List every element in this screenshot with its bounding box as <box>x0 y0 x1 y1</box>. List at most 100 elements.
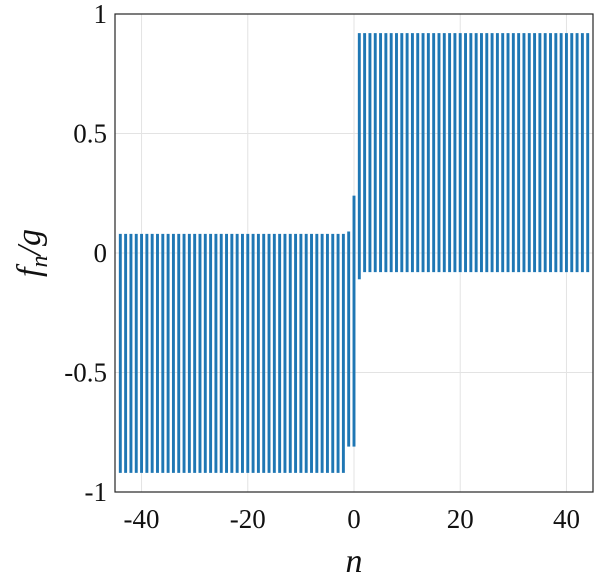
bar-negative <box>129 253 133 473</box>
bar-positive <box>166 233 170 253</box>
y-tick-label: 0 <box>94 238 108 268</box>
x-axis-label: n <box>346 543 363 580</box>
bar-positive <box>161 233 165 253</box>
bar-negative <box>256 253 260 473</box>
bar-positive <box>384 33 388 254</box>
bar-positive <box>495 33 499 254</box>
bar-positive <box>187 233 191 253</box>
bar-positive <box>251 233 255 253</box>
bar-positive <box>490 33 494 254</box>
bar-negative <box>527 253 531 273</box>
bar-positive <box>421 33 425 254</box>
bar-positive <box>288 233 292 253</box>
bar-negative <box>134 253 138 473</box>
bar-positive <box>230 233 234 253</box>
bar-negative <box>570 253 574 273</box>
bar-positive <box>124 233 128 253</box>
bar-negative <box>241 253 244 473</box>
bar-negative <box>564 253 568 273</box>
bar-positive <box>453 33 457 254</box>
bar-positive <box>267 233 271 253</box>
x-tick-label: 0 <box>347 504 361 534</box>
bar-positive <box>506 33 510 254</box>
bar-positive <box>310 233 313 253</box>
bar-positive <box>225 233 228 253</box>
bar-negative <box>262 253 266 473</box>
bar-positive <box>256 233 260 253</box>
bar-negative <box>533 253 537 273</box>
bar-negative <box>161 253 165 473</box>
bar-positive <box>442 33 446 254</box>
bar-negative <box>363 253 367 273</box>
bar-negative <box>495 253 499 273</box>
bar-negative <box>166 253 170 473</box>
bar-positive <box>559 33 563 254</box>
bar-positive <box>474 33 478 254</box>
bar-negative <box>522 253 526 273</box>
bar-negative <box>400 253 404 273</box>
bar-negative <box>140 253 144 473</box>
bar-positive <box>315 233 319 253</box>
bar-positive <box>522 33 526 254</box>
bar-positive <box>448 33 452 254</box>
bar-positive <box>325 233 329 253</box>
bar-negative <box>395 253 398 273</box>
bars <box>118 33 590 473</box>
bar-negative <box>118 253 122 473</box>
y-tick-label: 0.5 <box>73 119 107 149</box>
bar-positive <box>379 33 383 254</box>
bar-negative <box>480 253 483 273</box>
bar-negative <box>156 253 159 473</box>
bar-negative <box>251 253 255 473</box>
bar-negative <box>124 253 128 473</box>
bar-negative <box>538 253 542 273</box>
bar-negative <box>464 253 467 273</box>
bar-positive <box>214 233 218 253</box>
bar-positive <box>389 33 393 254</box>
bar-positive <box>416 33 420 254</box>
bar-positive <box>294 233 298 253</box>
bar-positive <box>134 233 138 253</box>
bar-negative <box>437 253 441 273</box>
bar-negative <box>389 253 393 273</box>
bar-negative <box>501 253 505 273</box>
bar-positive <box>299 233 303 253</box>
bar-positive <box>129 233 133 253</box>
bar-negative <box>288 253 292 473</box>
bar-negative <box>150 253 154 473</box>
bar-positive <box>331 233 335 253</box>
bar-positive <box>262 233 266 253</box>
bar-positive <box>570 33 574 254</box>
bar-negative <box>575 253 579 273</box>
bar-positive <box>336 233 340 253</box>
bar-positive <box>283 233 287 253</box>
bar-negative <box>320 253 324 473</box>
bar-negative <box>341 253 345 473</box>
bar-negative <box>235 253 239 473</box>
bar-negative <box>490 253 494 273</box>
bar-negative <box>177 253 181 473</box>
bar-positive <box>501 33 505 254</box>
bar-positive <box>246 233 250 253</box>
bar-negative <box>304 253 308 473</box>
bar-positive <box>564 33 568 254</box>
bar-negative <box>310 253 313 473</box>
bar-negative <box>352 253 356 447</box>
bar-negative <box>432 253 436 273</box>
bar-positive <box>171 233 175 253</box>
bar-positive <box>363 33 367 254</box>
bar-negative <box>219 253 223 473</box>
bar-negative <box>336 253 340 473</box>
bar-positive <box>410 33 414 254</box>
bar-negative <box>283 253 287 473</box>
bar-positive <box>357 33 361 254</box>
bar-positive <box>485 33 489 254</box>
bar-negative <box>586 253 590 273</box>
bar-negative <box>453 253 457 273</box>
bar-positive <box>118 233 122 253</box>
bar-negative <box>198 253 202 473</box>
bar-negative <box>410 253 414 273</box>
bar-negative <box>559 253 563 273</box>
bar-positive <box>235 233 239 253</box>
bar-negative <box>543 253 547 273</box>
